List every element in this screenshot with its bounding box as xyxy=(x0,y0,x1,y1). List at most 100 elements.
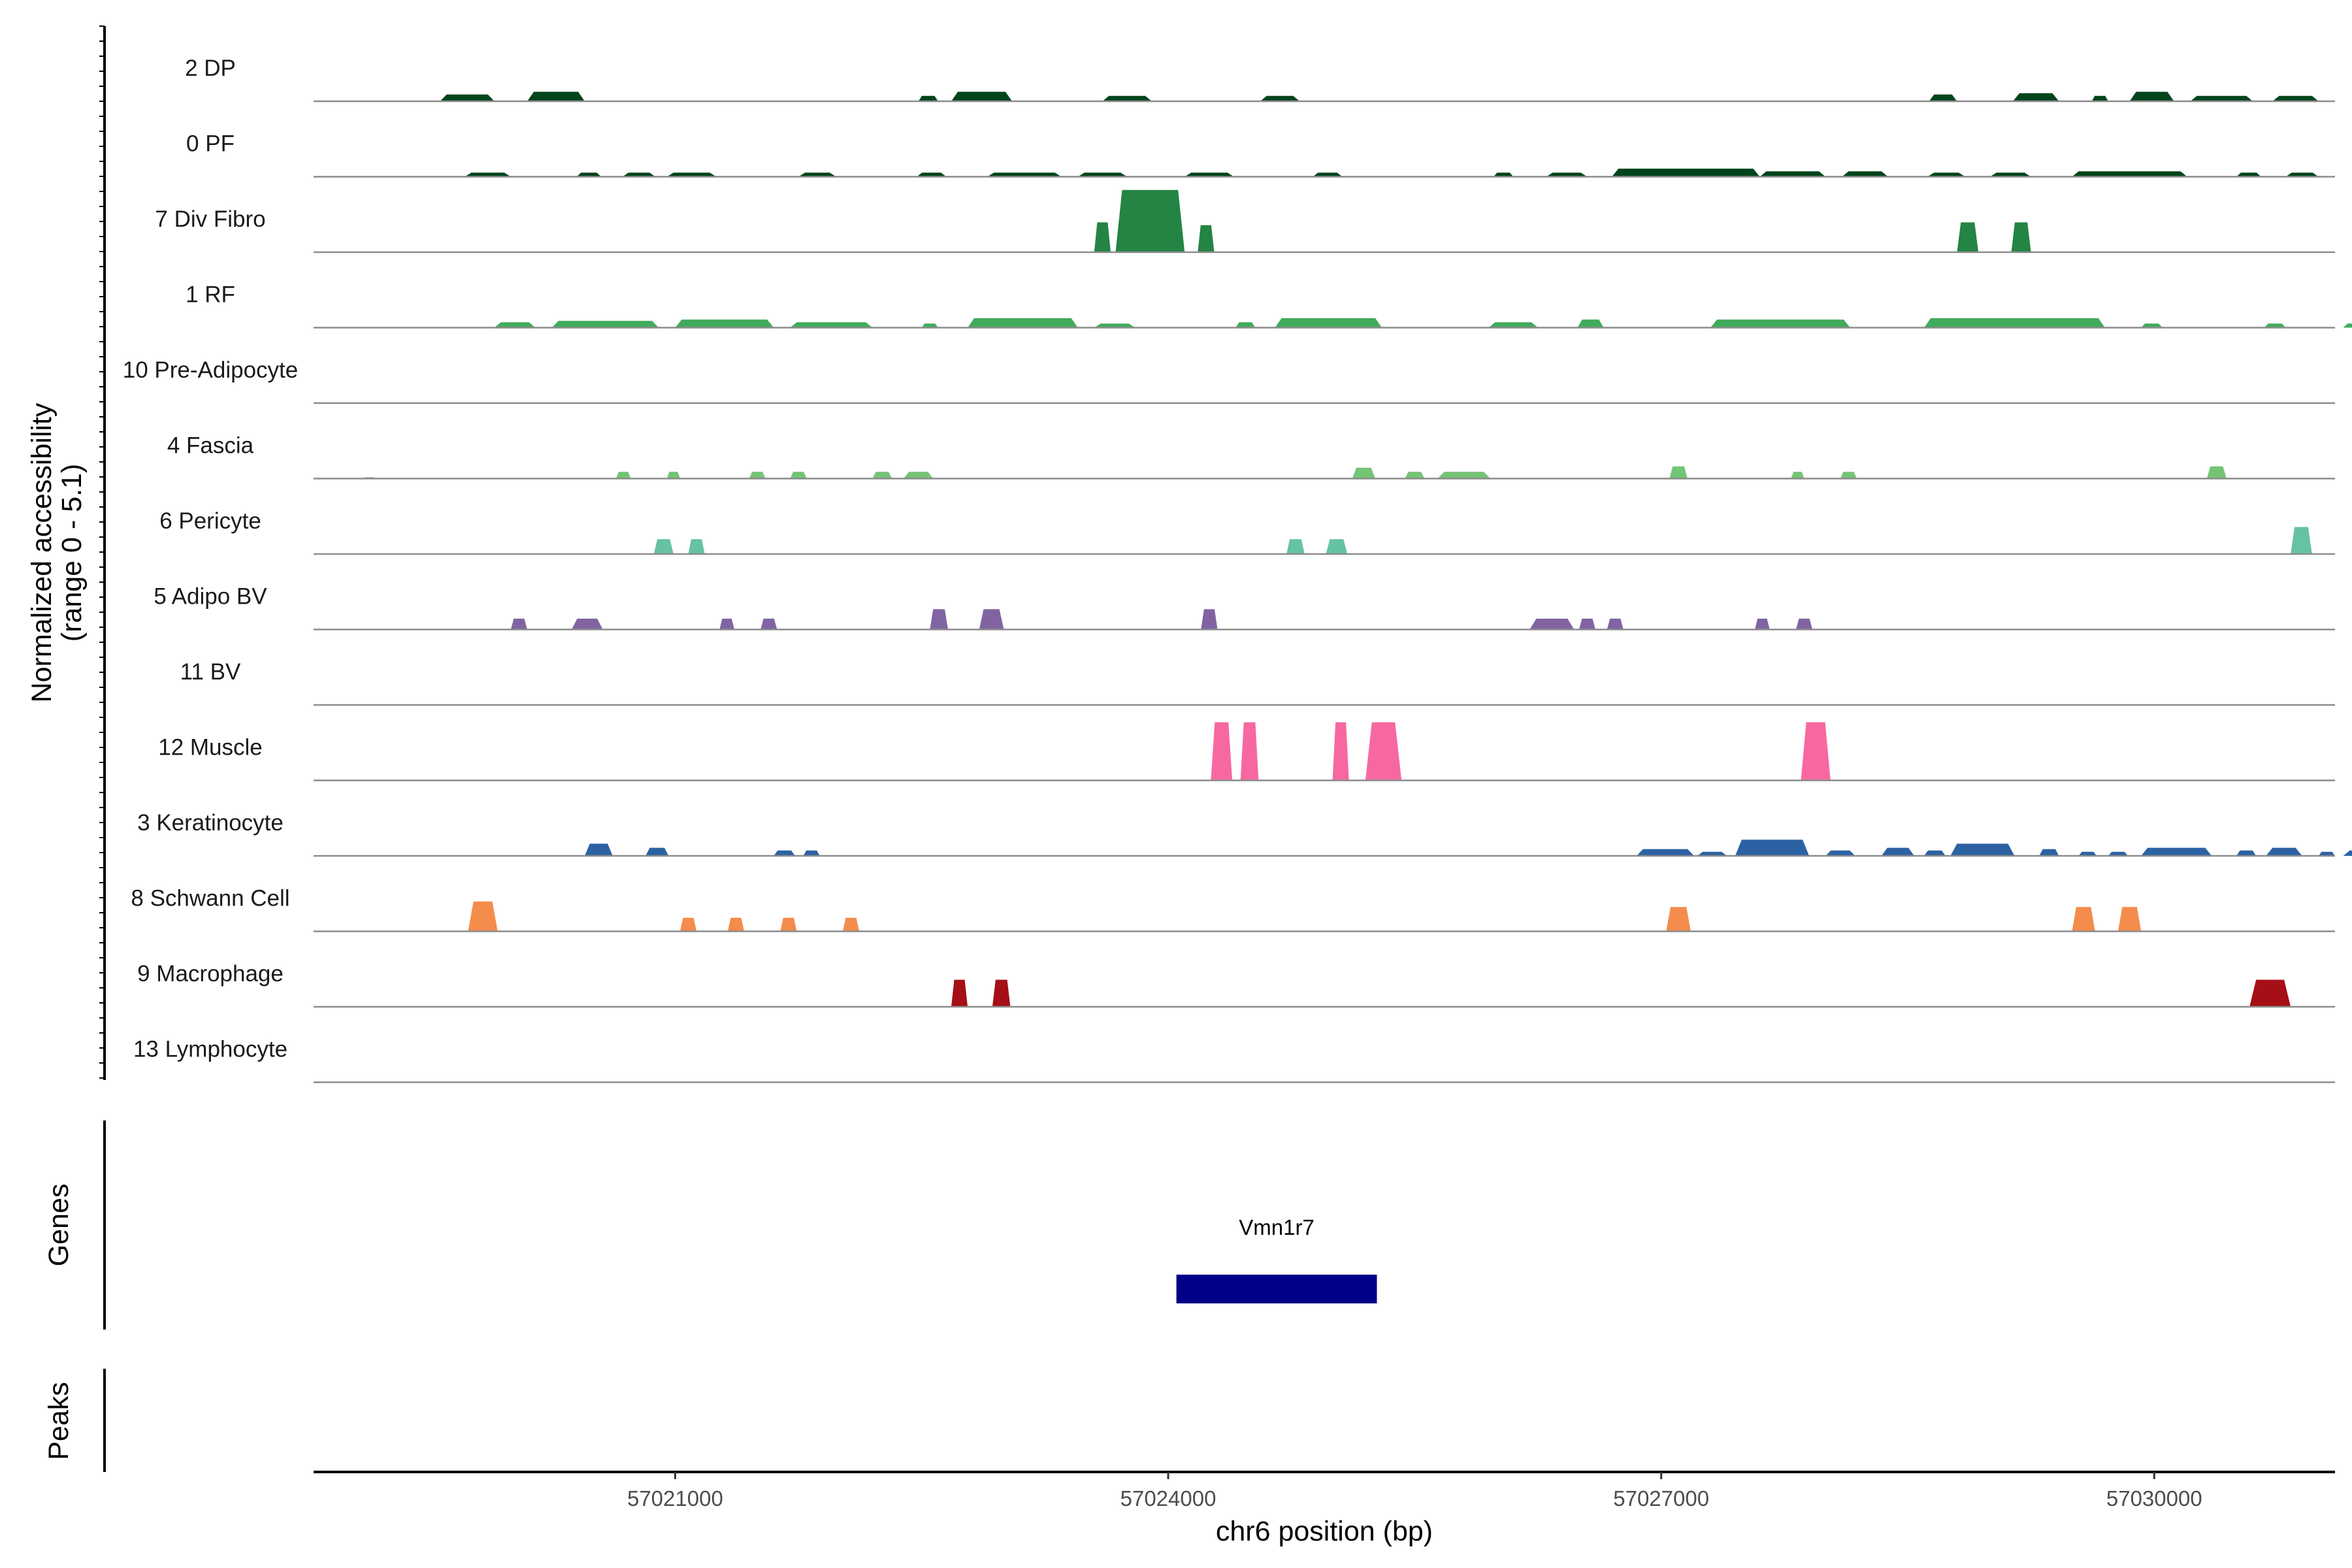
coverage-peak xyxy=(987,172,1062,177)
coverage-peak xyxy=(1578,618,1595,630)
coverage-peak xyxy=(465,172,511,177)
coverage-peak xyxy=(979,609,1004,630)
coverage-peak xyxy=(1077,172,1128,177)
coverage-peak xyxy=(645,847,669,856)
coverage-peak xyxy=(1094,323,1135,328)
coverage-peak xyxy=(1332,722,1349,781)
coverage-peak xyxy=(749,472,766,479)
coverage-peak xyxy=(1286,539,1305,554)
track-label: 10 Pre-Adipocyte xyxy=(123,357,298,383)
coverage-tracks: 2 DP 0 PF 7 Div Fibro 1 RF 10 Pre-Adipocyte 4… xyxy=(123,56,2352,1083)
coverage-peak xyxy=(576,172,602,177)
coverage-peak xyxy=(930,609,948,630)
coverage-peak xyxy=(1636,849,1694,856)
coverage-peak xyxy=(1607,618,1624,630)
track-label: 1 RF xyxy=(186,282,235,308)
x-tick-label: 57024000 xyxy=(1120,1486,1217,1511)
coverage-peak xyxy=(798,172,836,177)
coverage-peak xyxy=(2272,95,2319,101)
coverage-peak xyxy=(1881,847,1914,856)
coverage-peak xyxy=(1957,222,1979,252)
gene-name-label: Vmn1r7 xyxy=(1239,1215,1315,1239)
coverage-peak xyxy=(1950,843,2015,856)
peaks-panel-label: Peaks xyxy=(43,1382,74,1460)
coverage-peak xyxy=(2343,850,2352,856)
x-axis-ticks: 57021000 57024000 57027000 57030000 xyxy=(627,1472,2202,1511)
coverage-peak xyxy=(2039,849,2059,856)
coverage-peak xyxy=(1437,472,1491,479)
coverage-peak xyxy=(2108,851,2129,856)
coverage-peak xyxy=(1697,851,1727,856)
track-label: 0 PF xyxy=(186,131,235,157)
coverage-peak xyxy=(622,172,656,177)
coverage-peak xyxy=(510,618,527,630)
track-3-keratinocyte: 3 Keratinocyte xyxy=(137,810,2352,857)
coverage-peak xyxy=(615,472,631,479)
coverage-peak xyxy=(760,618,777,630)
coverage-peak xyxy=(1927,172,1965,177)
coverage-peak xyxy=(688,539,705,554)
coverage-peak xyxy=(803,850,820,856)
y-axis-title-line2: (range 0 - 5.1) xyxy=(56,464,88,642)
coverage-peak xyxy=(1710,319,1850,328)
y-axis-title-line1: Normalized accessibility xyxy=(26,402,57,702)
coverage-peak xyxy=(1989,172,2031,177)
track-label: 5 Adipo BV xyxy=(154,584,267,610)
coverage-peak xyxy=(2266,847,2302,856)
coverage-peak xyxy=(2129,91,2174,101)
coverage-peak xyxy=(2141,847,2212,856)
coverage-peak xyxy=(1326,539,1348,554)
coverage-peak xyxy=(2091,95,2108,101)
track-8-schwann-cell: 8 Schwann Cell xyxy=(131,886,2335,932)
coverage-peak xyxy=(440,94,495,101)
x-tick-label: 57021000 xyxy=(627,1486,723,1511)
coverage-peak xyxy=(468,901,498,932)
gene-annotation: Vmn1r7 xyxy=(1176,1215,1377,1303)
coverage-peak xyxy=(2011,222,2031,252)
coverage-peak xyxy=(1924,850,1946,856)
coverage-peak xyxy=(1791,472,1805,479)
track-4-fascia: 4 Fascia xyxy=(167,433,2335,480)
coverage-peak xyxy=(1102,95,1152,101)
coverage-peak xyxy=(1405,472,1425,479)
coverage-peak xyxy=(666,172,717,177)
x-axis-title: chr6 position (bp) xyxy=(1216,1516,1433,1547)
x-tick-label: 57027000 xyxy=(1613,1486,1709,1511)
coverage-peak xyxy=(1801,722,1831,781)
coverage-peak xyxy=(917,172,947,177)
coverage-peak xyxy=(872,472,892,479)
coverage-peak xyxy=(1795,618,1813,630)
coverage-peak xyxy=(1240,722,1259,781)
coverage-peak xyxy=(790,322,873,328)
coverage-peak xyxy=(951,91,1013,101)
coverage-peak xyxy=(1546,172,1588,177)
track-label: 2 DP xyxy=(185,56,236,81)
coverage-peak xyxy=(2013,93,2059,101)
coverage-peak xyxy=(951,979,968,1007)
track-12-muscle: 12 Muscle xyxy=(158,722,2335,781)
coverage-peak xyxy=(1759,171,1826,177)
coverage-peak xyxy=(1842,171,1888,177)
track-11-bv: 11 BV xyxy=(180,659,2335,706)
coverage-peak xyxy=(2318,851,2335,856)
coverage-peak xyxy=(1313,172,1343,177)
coverage-peak xyxy=(1201,609,1218,630)
coverage-peak xyxy=(1612,169,1760,177)
coverage-peak xyxy=(653,539,674,554)
track-label: 4 Fascia xyxy=(167,433,254,459)
coverage-peak xyxy=(1735,840,1810,856)
coverage-peak xyxy=(1260,95,1300,101)
coverage-peak xyxy=(2190,95,2253,101)
coverage-peak xyxy=(727,917,744,932)
coverage-peak xyxy=(780,917,797,932)
gene-body-vmn1r7 xyxy=(1176,1275,1377,1303)
coverage-peak xyxy=(2285,172,2319,177)
coverage-peak xyxy=(1529,618,1575,630)
coverage-peak xyxy=(921,323,938,328)
coverage-peak xyxy=(527,91,585,101)
coverage-peak xyxy=(2078,851,2097,856)
coverage-peak xyxy=(774,850,795,856)
track-13-lymphocyte: 13 Lymphocyte xyxy=(133,1037,2335,1083)
coverage-peak xyxy=(2236,850,2257,856)
